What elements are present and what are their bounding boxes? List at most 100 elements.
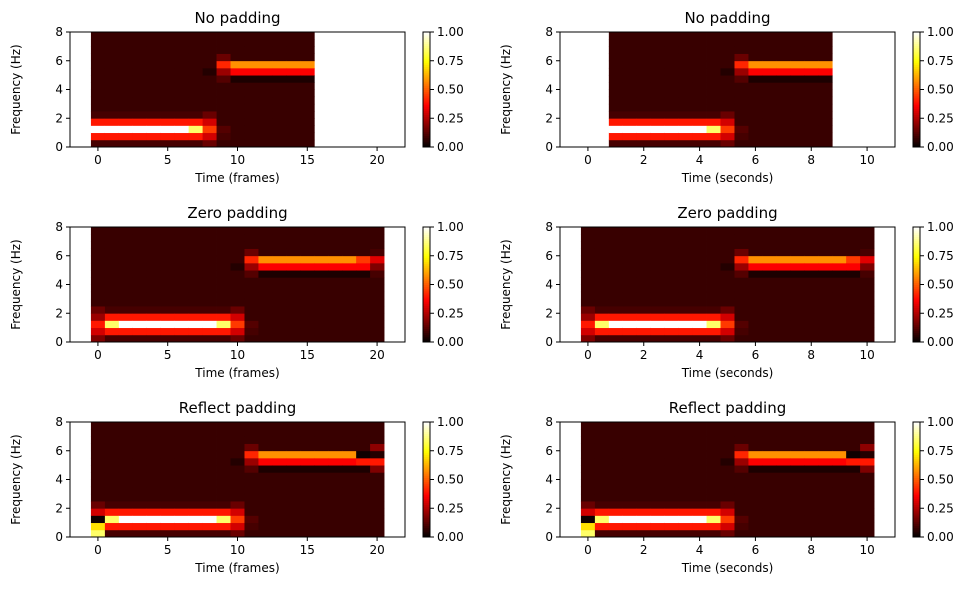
heatmap-cell [286,320,301,329]
heatmap-cell [818,262,833,271]
heatmap-cell [286,248,301,257]
heatmap-cell [804,465,819,473]
heatmap-cell [664,139,680,148]
heatmap-cell [650,75,666,83]
heatmap-cell [720,255,735,264]
colorbar-segment [423,450,430,454]
heatmap-cell [356,443,371,452]
heatmap-cell [244,522,259,531]
colorbar-segment [913,303,920,307]
heatmap-cell [118,450,134,459]
heatmap-cell [748,479,763,488]
heatmap-cell [132,227,148,235]
heatmap-cell [230,320,245,329]
heatmap-cell [636,493,652,502]
colorbar-segment [423,500,430,503]
heatmap-cell [244,429,259,437]
heatmap-cell [860,227,875,235]
x-tick-label: 15 [300,153,315,167]
colorbar-segment [913,282,920,285]
heatmap-cell [258,450,273,459]
colorbar-segment [913,494,920,498]
heatmap-cell [608,284,624,293]
heatmap-cell [804,501,819,509]
heatmap-cell [692,291,707,300]
colorbar-segment [423,261,430,264]
colorbar-tick-label: 0.00 [927,335,954,349]
colorbar-segment [913,83,920,87]
heatmap-cell [636,472,652,480]
heatmap-cell [776,429,791,437]
heatmap-cell [692,53,707,62]
heatmap-cell [146,508,162,516]
heatmap-cell [734,334,749,343]
heatmap-cell [664,248,680,257]
heatmap-cell [692,457,707,466]
colorbar-segment [423,324,430,328]
colorbar-segment [913,332,920,335]
heatmap-cell [790,284,805,293]
heatmap-cell [776,125,791,134]
heatmap-cell [818,82,833,90]
heatmap-cell [678,493,694,502]
heatmap-cell [664,291,680,300]
y-tick-label: 6 [545,54,553,68]
heatmap-cell [230,436,245,444]
heatmap-cell [818,270,833,278]
heatmap-cell [342,529,357,538]
heatmap-cell [328,313,343,321]
heatmap-cell [188,270,204,278]
heatmap-cell [650,529,666,538]
heatmap-cell [286,118,301,126]
heatmap-cell [692,262,707,271]
heatmap-cell [636,522,652,531]
heatmap-cell [90,255,106,264]
heatmap-cell [356,248,371,257]
heatmap-cell [258,529,273,538]
heatmap-cell [188,501,204,509]
colorbar-segment [913,531,920,534]
heatmap-cell [636,320,652,329]
heatmap-cell [202,270,217,278]
heatmap-cell [762,429,777,437]
heatmap-cell [748,118,763,126]
heatmap-cell [664,436,680,444]
heatmap-cell [258,515,273,524]
heatmap-cell [650,103,666,112]
heatmap-cell [706,125,721,134]
heatmap-cell [706,443,721,452]
heatmap-cell [286,270,301,278]
heatmap-cell [762,291,777,300]
heatmap-cell [118,443,134,452]
heatmap-cell [132,262,148,271]
heatmap-cell [230,125,245,134]
heatmap-cell [692,132,707,141]
heatmap-cell [300,277,315,285]
colorbar-segment [913,135,920,138]
heatmap-cell [356,472,371,480]
heatmap-cell [146,125,162,134]
colorbar-tick-label: 0.50 [927,278,954,292]
heatmap-cell [216,270,231,278]
heatmap-cell [216,125,231,134]
heatmap-cell [608,465,624,473]
heatmap-cell [202,262,217,271]
heatmap-cell [580,255,596,264]
colorbar-segment [913,120,920,123]
heatmap-cell [860,248,875,257]
heatmap-cell [860,262,875,271]
heatmap-cell [762,255,777,264]
heatmap-cell [678,75,694,83]
heatmap-cell [146,515,162,524]
x-tick-label: 0 [584,153,592,167]
heatmap-cell [636,60,652,69]
heatmap-cell [202,429,217,437]
heatmap-cell [300,422,315,430]
heatmap-cell [104,39,120,47]
heatmap-cell [706,306,721,314]
heatmap-cell [118,320,134,329]
heatmap-cell [678,457,694,466]
heatmap-cell [258,46,273,54]
heatmap-cell [818,291,833,300]
colorbar-segment [423,286,430,289]
